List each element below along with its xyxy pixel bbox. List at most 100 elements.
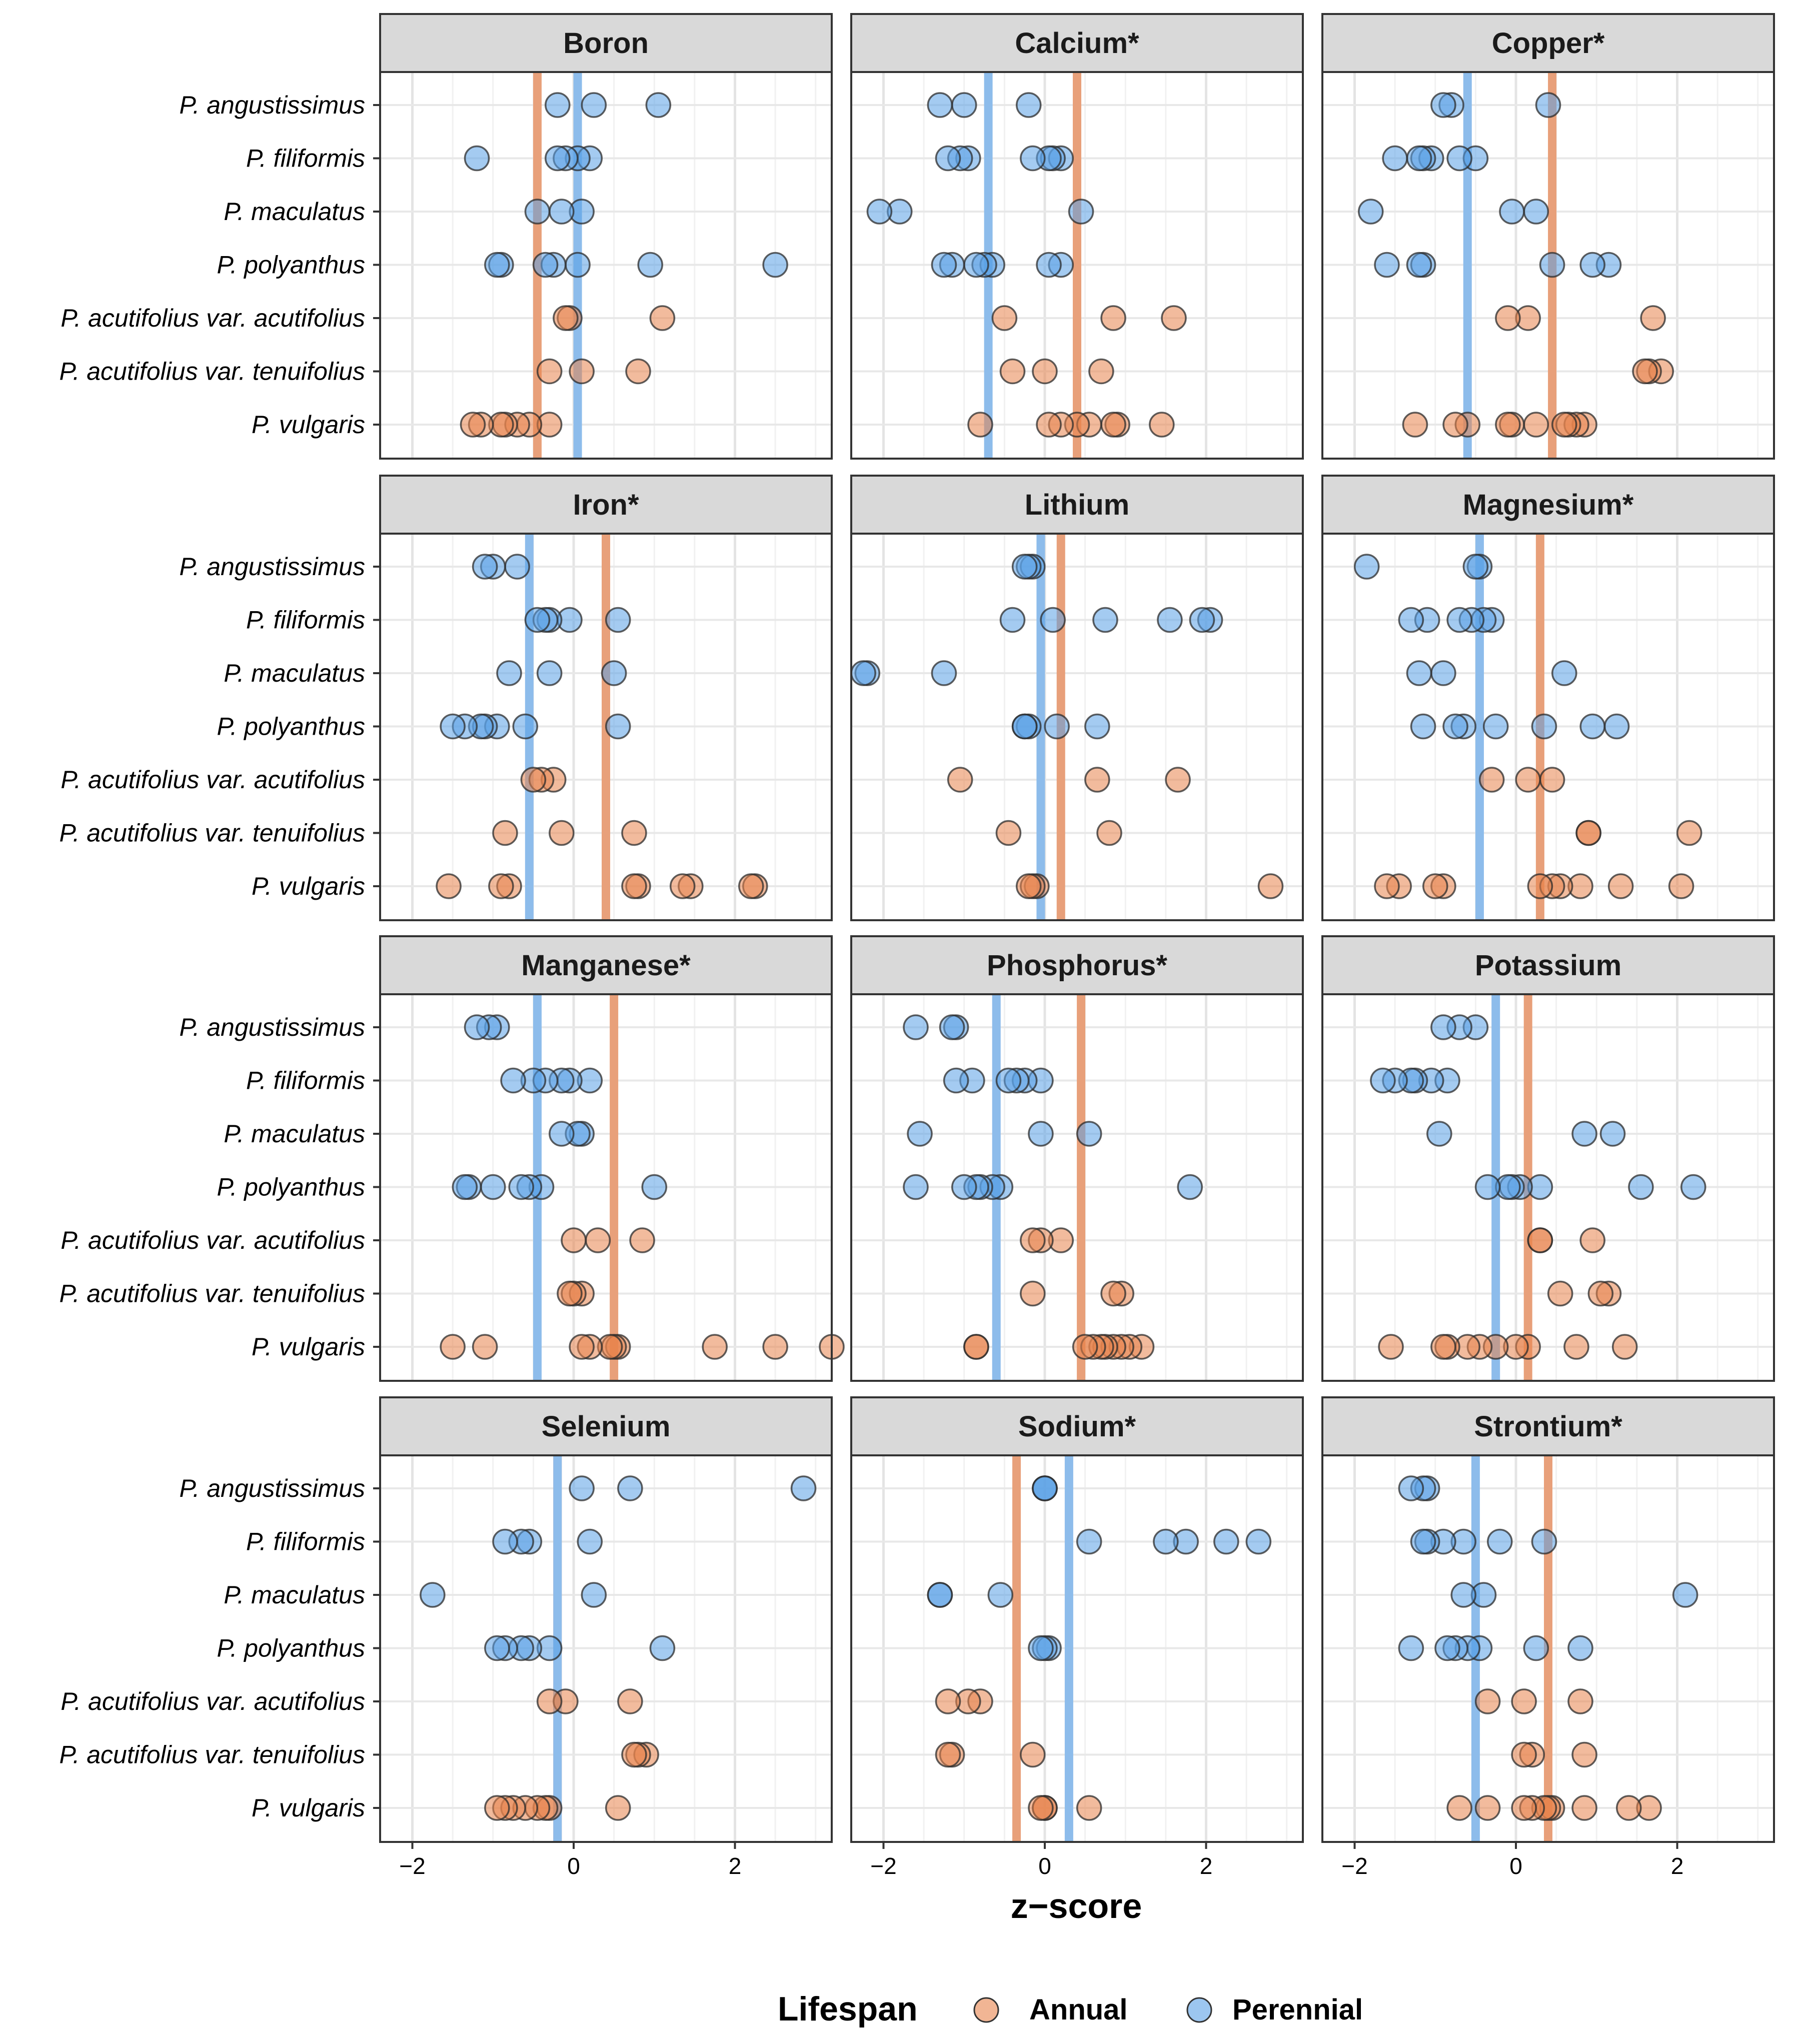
facet-title: Magnesium*: [1463, 489, 1634, 521]
perennial-point: [1213, 1528, 1239, 1555]
annual-point: [967, 412, 993, 438]
perennial-point: [484, 1635, 510, 1661]
legend-annual-label: Annual: [1029, 1993, 1128, 2026]
perennial-point: [549, 1121, 575, 1147]
facet-strip: [379, 13, 833, 73]
species-label: P. vulgaris: [252, 872, 365, 900]
perennial-point: [472, 554, 498, 580]
panel-phosphorus: Phosphorus*: [850, 935, 1304, 1382]
annual-point: [585, 1227, 611, 1253]
perennial-point: [1567, 1635, 1593, 1661]
perennial-point: [1020, 145, 1046, 172]
annual-point: [1474, 1688, 1501, 1714]
facet-title: Selenium: [542, 1410, 671, 1443]
annual-point: [1668, 873, 1694, 899]
perennial-point: [1011, 554, 1038, 580]
annual-point: [1511, 1741, 1537, 1768]
x-tick-label: 0: [1509, 1853, 1522, 1879]
perennial-point: [1603, 713, 1630, 740]
annual-point: [1495, 412, 1521, 438]
perennial-point: [581, 1582, 607, 1608]
perennial-point: [1398, 1475, 1424, 1501]
annual-point: [536, 1688, 563, 1714]
perennial-point: [866, 199, 893, 225]
perennial-point: [939, 1014, 965, 1040]
annual-point: [569, 358, 595, 385]
perennial-point: [645, 92, 672, 118]
x-tick-label: 0: [1038, 1853, 1051, 1879]
perennial-point: [1028, 1635, 1054, 1661]
annual-point: [1422, 873, 1448, 899]
perennial-point: [545, 92, 571, 118]
annual-point: [935, 1688, 961, 1714]
perennial-point: [1474, 1174, 1501, 1200]
perennial-point: [1450, 1582, 1476, 1608]
annual-point: [1539, 767, 1565, 793]
perennial-point: [1442, 713, 1468, 740]
perennial-point: [605, 713, 631, 740]
annual-point: [1547, 1280, 1573, 1307]
perennial-point: [963, 252, 989, 278]
annual-point: [621, 1741, 647, 1768]
annual-point: [1640, 305, 1666, 331]
perennial-point: [549, 199, 575, 225]
facet-title: Potassium: [1475, 949, 1621, 982]
annual-point: [1402, 412, 1428, 438]
annual-point: [1020, 1741, 1046, 1768]
annual-point: [1446, 1795, 1472, 1821]
species-label: P. maculatus: [224, 1581, 365, 1609]
perennial-point: [1628, 1174, 1654, 1200]
legend-title: Lifespan: [778, 1990, 918, 2028]
species-label: P. maculatus: [224, 1120, 365, 1148]
annual-point: [649, 305, 676, 331]
facet-strip: [1321, 475, 1775, 535]
perennial-point: [1535, 92, 1561, 118]
perennial-point: [1398, 1635, 1424, 1661]
annual-point: [1020, 1280, 1046, 1307]
perennial-point: [536, 660, 563, 686]
species-label: P. polyanthus: [217, 1173, 365, 1201]
facet-title: Copper*: [1492, 27, 1605, 60]
perennial-point: [1406, 660, 1432, 686]
panel-magnesium: Magnesium*: [1321, 475, 1775, 921]
perennial-point: [524, 607, 551, 633]
species-label: P. vulgaris: [252, 411, 365, 439]
annual-point: [1587, 1280, 1614, 1307]
annual-point: [1257, 873, 1284, 899]
perennial-point: [999, 607, 1026, 633]
species-label: P. filiformis: [246, 1528, 365, 1556]
annual-point: [1084, 767, 1110, 793]
annual-point: [991, 305, 1018, 331]
perennial-point: [1410, 1528, 1436, 1555]
perennial-point: [1016, 92, 1042, 118]
perennial-point: [943, 1067, 969, 1094]
perennial-point: [1434, 1635, 1460, 1661]
perennial-point: [907, 1121, 933, 1147]
species-label: P. acutifolius var. tenuifolius: [60, 1280, 365, 1308]
facet-strip: [850, 475, 1304, 535]
annual-point: [935, 1741, 961, 1768]
x-axis-title: z−score: [1011, 1886, 1142, 1925]
facet-title: Calcium*: [1015, 27, 1139, 60]
perennial-point: [1011, 713, 1038, 740]
facet-title: Lithium: [1025, 489, 1129, 521]
perennial-point: [1599, 1121, 1626, 1147]
perennial-point: [637, 252, 663, 278]
perennial-point: [565, 252, 591, 278]
perennial-point: [931, 660, 957, 686]
annual-point: [1495, 305, 1521, 331]
annual-point: [762, 1334, 788, 1360]
annual-point: [1632, 358, 1658, 385]
perennial-point: [1084, 713, 1110, 740]
perennial-point: [464, 1014, 490, 1040]
perennial-point: [1446, 145, 1472, 172]
x-tick-labels: −2 0 2 −2 0 2 −2 0 2: [399, 1842, 1683, 1879]
perennial-point: [1382, 145, 1408, 172]
perennial-point: [1523, 1635, 1549, 1661]
annual-point: [605, 1795, 631, 1821]
annual-point: [569, 1334, 595, 1360]
species-label: P. acutifolius var. acutifolius: [61, 1226, 365, 1254]
panel-selenium: Selenium: [373, 1396, 833, 1843]
perennial-point: [1531, 713, 1557, 740]
legend: Lifespan Annual Perennial: [778, 1990, 1363, 2028]
